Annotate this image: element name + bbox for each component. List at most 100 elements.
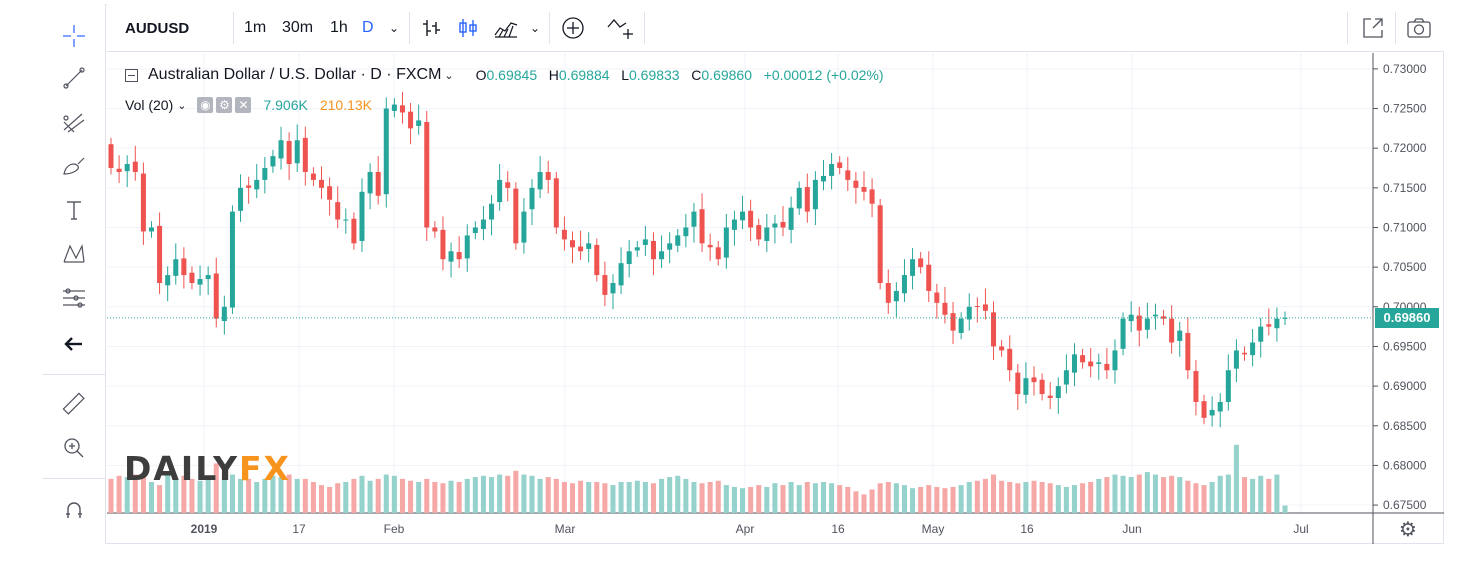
candle-body bbox=[1152, 314, 1158, 317]
interval-d-button[interactable]: D bbox=[362, 19, 374, 36]
volume-bar bbox=[124, 477, 130, 513]
close-icon[interactable]: ✕ bbox=[235, 97, 252, 113]
volume-bar bbox=[683, 478, 689, 513]
candle-body bbox=[319, 179, 325, 188]
candle-body bbox=[246, 185, 252, 188]
volume-bar bbox=[480, 475, 486, 513]
volume-bar bbox=[1152, 474, 1158, 513]
candle-body bbox=[424, 122, 430, 228]
ruler-icon[interactable] bbox=[52, 386, 96, 422]
price-chart[interactable]: 0.73000 0.72500 0.72000 0.71500 0.71000 0.705… bbox=[107, 53, 1444, 544]
volume-bar bbox=[424, 478, 430, 513]
volume-label[interactable]: Vol (20) bbox=[125, 97, 174, 113]
candle-body bbox=[399, 105, 405, 113]
collapse-icon[interactable] bbox=[125, 68, 138, 82]
chart-pane[interactable]: 0.73000 0.72500 0.72000 0.71500 0.71000 0.705… bbox=[107, 53, 1444, 544]
brush-icon[interactable] bbox=[52, 148, 96, 184]
toolbar-divider bbox=[409, 12, 410, 44]
pitchfork-icon[interactable] bbox=[52, 104, 96, 140]
bars-icon[interactable] bbox=[419, 14, 445, 42]
zoom-in-icon[interactable] bbox=[52, 430, 96, 466]
volume-bar bbox=[610, 485, 616, 513]
volume-bar bbox=[1136, 474, 1142, 513]
candle-body bbox=[262, 168, 268, 180]
candle-body bbox=[1258, 326, 1264, 342]
gear-icon[interactable]: ⚙ bbox=[1399, 519, 1417, 541]
volume-bar bbox=[399, 478, 405, 513]
crosshair-icon[interactable] bbox=[52, 18, 96, 54]
volume-bar bbox=[254, 482, 260, 513]
chevron-down-icon[interactable]: ⌄ bbox=[177, 99, 187, 112]
volume-bar bbox=[1274, 474, 1280, 513]
volume-bar bbox=[189, 478, 195, 513]
volume-bar bbox=[173, 478, 179, 513]
eye-icon[interactable]: ◉ bbox=[197, 97, 214, 113]
candle-body bbox=[351, 218, 357, 244]
chevron-down-icon[interactable]: ⌄ bbox=[389, 21, 400, 35]
compare-icon[interactable] bbox=[605, 14, 637, 42]
candle-body bbox=[707, 244, 713, 248]
candle-body bbox=[723, 227, 729, 258]
candle-body bbox=[1104, 363, 1110, 371]
volume-bar bbox=[901, 485, 907, 513]
candles-icon[interactable] bbox=[455, 14, 481, 42]
chevron-down-icon[interactable]: ⌄ bbox=[444, 69, 454, 82]
volume-bar bbox=[448, 480, 454, 513]
candle-body bbox=[869, 189, 875, 204]
candle-body bbox=[829, 164, 835, 176]
symbol-search-button[interactable]: AUDUSD bbox=[125, 19, 190, 37]
candle-body bbox=[618, 263, 624, 286]
chevron-down-icon[interactable]: ⌄ bbox=[530, 21, 541, 35]
fullscreen-icon[interactable] bbox=[1359, 14, 1387, 42]
area-chart-icon[interactable] bbox=[491, 14, 521, 42]
arrow-left-icon[interactable] bbox=[52, 326, 96, 362]
gear-icon[interactable]: ⚙ bbox=[216, 97, 233, 113]
volume-bar bbox=[116, 475, 122, 513]
magnet-icon[interactable] bbox=[52, 492, 96, 528]
interval-1h-button[interactable]: 1h bbox=[330, 19, 348, 36]
candle-body bbox=[748, 210, 754, 228]
candle-body bbox=[650, 240, 656, 260]
candle-body bbox=[1015, 372, 1021, 395]
volume-bar bbox=[942, 488, 948, 513]
interval-1m-button[interactable]: 1m bbox=[244, 19, 267, 36]
candle-body bbox=[1088, 361, 1094, 367]
text-tool-icon[interactable] bbox=[52, 192, 96, 228]
volume-bar bbox=[594, 482, 600, 513]
volume-bar bbox=[910, 488, 916, 513]
candle-body bbox=[885, 283, 891, 303]
volume-bar bbox=[877, 483, 883, 513]
candle-body bbox=[950, 313, 956, 331]
pattern-icon[interactable] bbox=[52, 236, 96, 272]
volume-bar bbox=[1161, 477, 1167, 513]
candle-body bbox=[861, 187, 867, 192]
volume-bar bbox=[812, 483, 818, 513]
camera-icon[interactable] bbox=[1405, 14, 1433, 42]
candle-body bbox=[958, 318, 964, 333]
volume-bar bbox=[197, 480, 203, 513]
candle-body bbox=[642, 239, 648, 245]
volume-bar bbox=[1225, 474, 1231, 513]
symbol-title[interactable]: Australian Dollar / U.S. Dollar · D · FX… bbox=[148, 66, 442, 83]
volume-bar bbox=[464, 478, 470, 513]
price-tick-label: 0.72500 bbox=[1383, 102, 1427, 116]
volume-bar bbox=[294, 478, 300, 513]
volume-value-1: 7.906K bbox=[263, 97, 308, 113]
volume-bar bbox=[132, 474, 138, 513]
candle-body bbox=[124, 164, 130, 172]
candle-body bbox=[683, 227, 689, 237]
candle-body bbox=[966, 306, 972, 320]
interval-30m-button[interactable]: 30m bbox=[282, 19, 314, 36]
volume-bar bbox=[513, 470, 519, 513]
candle-body bbox=[853, 180, 859, 188]
indicators-plus-icon[interactable] bbox=[559, 14, 587, 42]
trend-line-icon[interactable] bbox=[52, 60, 96, 96]
volume-bar bbox=[1055, 485, 1061, 513]
candle-body bbox=[1169, 318, 1175, 343]
measure-icon[interactable] bbox=[52, 280, 96, 316]
volume-bar bbox=[553, 478, 559, 513]
candle-body bbox=[626, 251, 632, 264]
volume-bar bbox=[764, 486, 770, 513]
price-tick-label: 0.71500 bbox=[1383, 181, 1427, 195]
candle-body bbox=[229, 211, 235, 308]
